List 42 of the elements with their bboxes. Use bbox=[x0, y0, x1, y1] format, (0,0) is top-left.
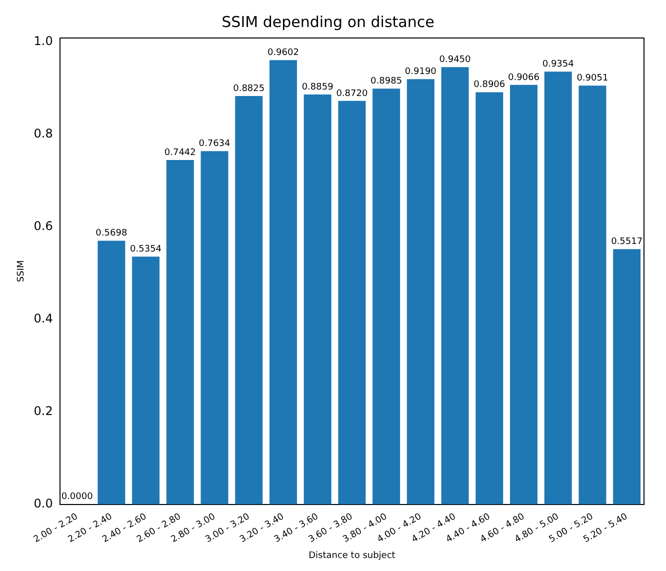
y-tick-label: 0.8 bbox=[34, 126, 53, 140]
bar bbox=[98, 240, 126, 504]
bar bbox=[510, 84, 538, 504]
bar bbox=[269, 60, 297, 504]
bar bbox=[578, 86, 606, 504]
bar bbox=[200, 151, 228, 504]
bar bbox=[304, 94, 332, 504]
bar bbox=[406, 79, 434, 504]
data-label: 0.5354 bbox=[130, 244, 162, 254]
data-label: 0.9190 bbox=[404, 67, 437, 78]
bar bbox=[613, 249, 641, 504]
data-label: 0.8985 bbox=[370, 76, 402, 86]
data-label: 0.9354 bbox=[542, 59, 574, 70]
bar bbox=[235, 96, 263, 504]
y-axis-title: SSIM bbox=[16, 260, 27, 282]
data-label: 0.7442 bbox=[164, 148, 196, 158]
data-label: 0.5698 bbox=[96, 228, 128, 239]
data-label: 0.8906 bbox=[474, 80, 506, 90]
bar bbox=[166, 160, 194, 504]
data-label: 0.5517 bbox=[611, 236, 643, 247]
y-tick-label: 0.4 bbox=[34, 311, 53, 326]
data-label: 0.9066 bbox=[508, 72, 540, 83]
bar bbox=[372, 88, 400, 504]
data-label: 0.9450 bbox=[439, 54, 472, 65]
data-label: 0.8859 bbox=[302, 82, 334, 92]
x-axis-title: Distance to subject bbox=[308, 550, 396, 561]
bar bbox=[544, 72, 572, 504]
bar bbox=[476, 92, 504, 504]
y-tick-label: 0.2 bbox=[34, 404, 53, 418]
y-tick-label: 0.0 bbox=[34, 496, 53, 510]
data-label: 0.8825 bbox=[233, 84, 265, 94]
data-label: 0.9602 bbox=[267, 48, 299, 58]
bar bbox=[132, 256, 160, 504]
data-label: 0.7634 bbox=[198, 139, 231, 149]
chart-title: SSIM depending on distance bbox=[222, 12, 434, 31]
data-label: 0.0000 bbox=[61, 492, 94, 502]
y-tick-label: 1.0 bbox=[34, 34, 53, 48]
y-tick-label: 0.6 bbox=[34, 218, 53, 233]
bar bbox=[338, 100, 366, 504]
data-label: 0.9051 bbox=[576, 73, 608, 84]
bar bbox=[441, 67, 469, 504]
data-label: 0.8720 bbox=[336, 88, 368, 99]
